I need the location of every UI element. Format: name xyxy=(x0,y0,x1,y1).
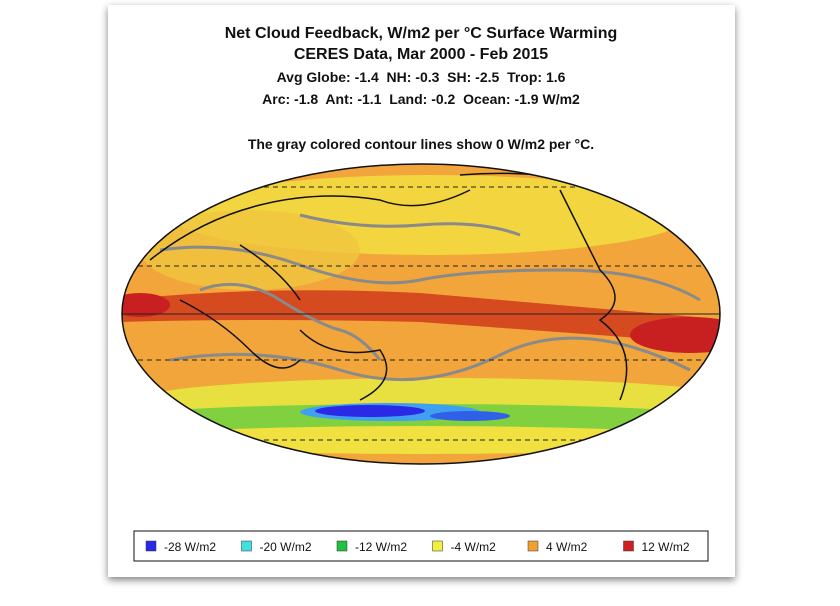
legend-label: -4 W/m2 xyxy=(451,540,497,554)
map xyxy=(122,164,720,464)
legend-label: -20 W/m2 xyxy=(260,540,312,554)
title-line: CERES Data, Mar 2000 - Feb 2015 xyxy=(294,46,548,63)
region-red xyxy=(122,290,720,345)
legend xyxy=(133,530,709,562)
stats-line: Arc: -1.8 Ant: -1.1 Land: -0.2 Ocean: -1… xyxy=(262,91,580,107)
title-line: Net Cloud Feedback, W/m2 per °C Surface … xyxy=(225,25,618,42)
note: The gray colored contour lines show 0 W/… xyxy=(248,136,594,152)
region-blue xyxy=(315,405,425,417)
legend-swatch xyxy=(241,540,252,552)
header: Net Cloud Feedback, W/m2 per °C Surface … xyxy=(225,25,618,152)
legend-label: -12 W/m2 xyxy=(355,540,407,554)
legend-swatch xyxy=(432,540,443,552)
stats-line: Avg Globe: -1.4 NH: -0.3 SH: -2.5 Trop: … xyxy=(277,69,566,85)
contour xyxy=(159,213,701,382)
map-border xyxy=(121,163,721,465)
legend-label: -28 W/m2 xyxy=(164,540,216,554)
legend-items: -28 W/m2 -20 W/m2 -12 W/m2 -4 W/m2 4 W/m2 12 … xyxy=(145,540,690,554)
region-red xyxy=(630,317,720,353)
legend-swatch xyxy=(145,540,157,552)
legend-swatch xyxy=(623,540,634,552)
legend-label: 12 W/m2 xyxy=(642,540,690,554)
coastline xyxy=(149,172,628,401)
legend-swatch xyxy=(336,540,348,552)
legend-label: 4 W/m2 xyxy=(546,540,588,554)
region-red xyxy=(122,293,170,317)
legend-swatch xyxy=(527,540,539,552)
region-blue xyxy=(430,411,510,421)
